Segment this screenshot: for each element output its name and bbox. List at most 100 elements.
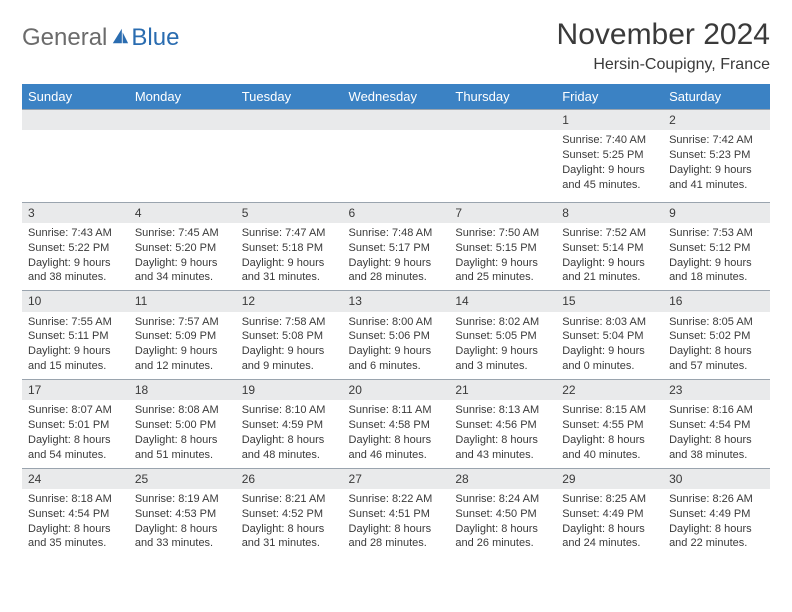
sunrise-text: Sunrise: 7:50 AM <box>455 226 550 241</box>
daylight-text: and 31 minutes. <box>242 270 337 285</box>
day-number-cell: 25 <box>129 468 236 489</box>
day-number-cell <box>129 110 236 131</box>
day-detail-cell: Sunrise: 8:22 AMSunset: 4:51 PMDaylight:… <box>343 489 450 557</box>
day-detail-cell: Sunrise: 8:10 AMSunset: 4:59 PMDaylight:… <box>236 400 343 468</box>
sunrise-text: Sunrise: 7:43 AM <box>28 226 123 241</box>
day-detail-cell: Sunrise: 8:15 AMSunset: 4:55 PMDaylight:… <box>556 400 663 468</box>
sunrise-text: Sunrise: 8:13 AM <box>455 403 550 418</box>
day-detail-cell: Sunrise: 7:48 AMSunset: 5:17 PMDaylight:… <box>343 223 450 291</box>
sunrise-text: Sunrise: 8:00 AM <box>349 315 444 330</box>
day-number-cell: 10 <box>22 291 129 312</box>
sunset-text: Sunset: 4:54 PM <box>669 418 764 433</box>
day-number-cell: 28 <box>449 468 556 489</box>
day-detail-cell: Sunrise: 7:43 AMSunset: 5:22 PMDaylight:… <box>22 223 129 291</box>
sunset-text: Sunset: 5:05 PM <box>455 329 550 344</box>
daylight-text: and 28 minutes. <box>349 536 444 551</box>
daylight-text: and 34 minutes. <box>135 270 230 285</box>
daynum-row: 10111213141516 <box>22 291 770 312</box>
sunset-text: Sunset: 5:06 PM <box>349 329 444 344</box>
daylight-text: Daylight: 8 hours <box>562 522 657 537</box>
sunset-text: Sunset: 4:49 PM <box>562 507 657 522</box>
sunrise-text: Sunrise: 7:57 AM <box>135 315 230 330</box>
daylight-text: Daylight: 8 hours <box>242 433 337 448</box>
daylight-text: Daylight: 9 hours <box>135 344 230 359</box>
daylight-text: Daylight: 8 hours <box>28 522 123 537</box>
daylight-text: and 21 minutes. <box>562 270 657 285</box>
daylight-text: and 38 minutes. <box>28 270 123 285</box>
day-number-cell: 18 <box>129 380 236 401</box>
sunrise-text: Sunrise: 7:45 AM <box>135 226 230 241</box>
day-detail-cell <box>129 130 236 202</box>
sunset-text: Sunset: 5:20 PM <box>135 241 230 256</box>
daylight-text: Daylight: 8 hours <box>349 522 444 537</box>
sunset-text: Sunset: 5:17 PM <box>349 241 444 256</box>
daylight-text: Daylight: 8 hours <box>669 433 764 448</box>
sunrise-text: Sunrise: 8:26 AM <box>669 492 764 507</box>
sunset-text: Sunset: 4:50 PM <box>455 507 550 522</box>
day-detail-cell: Sunrise: 8:25 AMSunset: 4:49 PMDaylight:… <box>556 489 663 557</box>
day-number-cell: 13 <box>343 291 450 312</box>
sunrise-text: Sunrise: 8:08 AM <box>135 403 230 418</box>
sunset-text: Sunset: 5:23 PM <box>669 148 764 163</box>
day-number-cell: 9 <box>663 202 770 223</box>
daylight-text: Daylight: 9 hours <box>562 344 657 359</box>
day-detail-row: Sunrise: 8:07 AMSunset: 5:01 PMDaylight:… <box>22 400 770 468</box>
daylight-text: Daylight: 9 hours <box>562 256 657 271</box>
daynum-row: 17181920212223 <box>22 380 770 401</box>
day-detail-cell: Sunrise: 8:03 AMSunset: 5:04 PMDaylight:… <box>556 312 663 380</box>
daylight-text: Daylight: 9 hours <box>28 256 123 271</box>
day-detail-cell: Sunrise: 7:57 AMSunset: 5:09 PMDaylight:… <box>129 312 236 380</box>
month-title: November 2024 <box>557 18 770 52</box>
dayname-row: Sunday Monday Tuesday Wednesday Thursday… <box>22 84 770 110</box>
daylight-text: and 46 minutes. <box>349 448 444 463</box>
day-detail-cell <box>236 130 343 202</box>
brand-logo: General Blue <box>22 24 179 52</box>
daylight-text: Daylight: 9 hours <box>349 256 444 271</box>
sunset-text: Sunset: 5:15 PM <box>455 241 550 256</box>
day-number-cell <box>449 110 556 131</box>
day-number-cell <box>343 110 450 131</box>
day-detail-cell: Sunrise: 8:24 AMSunset: 4:50 PMDaylight:… <box>449 489 556 557</box>
day-detail-cell: Sunrise: 7:45 AMSunset: 5:20 PMDaylight:… <box>129 223 236 291</box>
daylight-text: and 57 minutes. <box>669 359 764 374</box>
day-number-cell <box>22 110 129 131</box>
day-detail-cell: Sunrise: 7:47 AMSunset: 5:18 PMDaylight:… <box>236 223 343 291</box>
sunset-text: Sunset: 5:11 PM <box>28 329 123 344</box>
daylight-text: Daylight: 8 hours <box>562 433 657 448</box>
sunrise-text: Sunrise: 7:53 AM <box>669 226 764 241</box>
day-number-cell: 24 <box>22 468 129 489</box>
sunrise-text: Sunrise: 7:58 AM <box>242 315 337 330</box>
sunrise-text: Sunrise: 7:55 AM <box>28 315 123 330</box>
daylight-text: Daylight: 9 hours <box>669 256 764 271</box>
day-number-cell: 6 <box>343 202 450 223</box>
daylight-text: and 3 minutes. <box>455 359 550 374</box>
day-detail-cell: Sunrise: 7:50 AMSunset: 5:15 PMDaylight:… <box>449 223 556 291</box>
day-number-cell: 23 <box>663 380 770 401</box>
sunrise-text: Sunrise: 8:22 AM <box>349 492 444 507</box>
sunset-text: Sunset: 4:56 PM <box>455 418 550 433</box>
daylight-text: and 18 minutes. <box>669 270 764 285</box>
daylight-text: Daylight: 8 hours <box>28 433 123 448</box>
sunset-text: Sunset: 4:59 PM <box>242 418 337 433</box>
day-detail-cell: Sunrise: 8:08 AMSunset: 5:00 PMDaylight:… <box>129 400 236 468</box>
day-number-cell: 27 <box>343 468 450 489</box>
daylight-text: Daylight: 9 hours <box>669 163 764 178</box>
daylight-text: Daylight: 9 hours <box>455 344 550 359</box>
day-number-cell <box>236 110 343 131</box>
dayname-mon: Monday <box>129 84 236 110</box>
daylight-text: and 22 minutes. <box>669 536 764 551</box>
day-detail-cell: Sunrise: 8:18 AMSunset: 4:54 PMDaylight:… <box>22 489 129 557</box>
day-detail-cell: Sunrise: 8:13 AMSunset: 4:56 PMDaylight:… <box>449 400 556 468</box>
sunrise-text: Sunrise: 8:11 AM <box>349 403 444 418</box>
day-detail-cell: Sunrise: 7:40 AMSunset: 5:25 PMDaylight:… <box>556 130 663 202</box>
daylight-text: Daylight: 8 hours <box>242 522 337 537</box>
day-number-cell: 4 <box>129 202 236 223</box>
daylight-text: and 45 minutes. <box>562 178 657 193</box>
calendar-table: Sunday Monday Tuesday Wednesday Thursday… <box>22 84 770 557</box>
sunset-text: Sunset: 5:04 PM <box>562 329 657 344</box>
daylight-text: Daylight: 9 hours <box>28 344 123 359</box>
day-detail-cell: Sunrise: 7:42 AMSunset: 5:23 PMDaylight:… <box>663 130 770 202</box>
daylight-text: Daylight: 9 hours <box>242 344 337 359</box>
day-number-cell: 5 <box>236 202 343 223</box>
day-number-cell: 22 <box>556 380 663 401</box>
